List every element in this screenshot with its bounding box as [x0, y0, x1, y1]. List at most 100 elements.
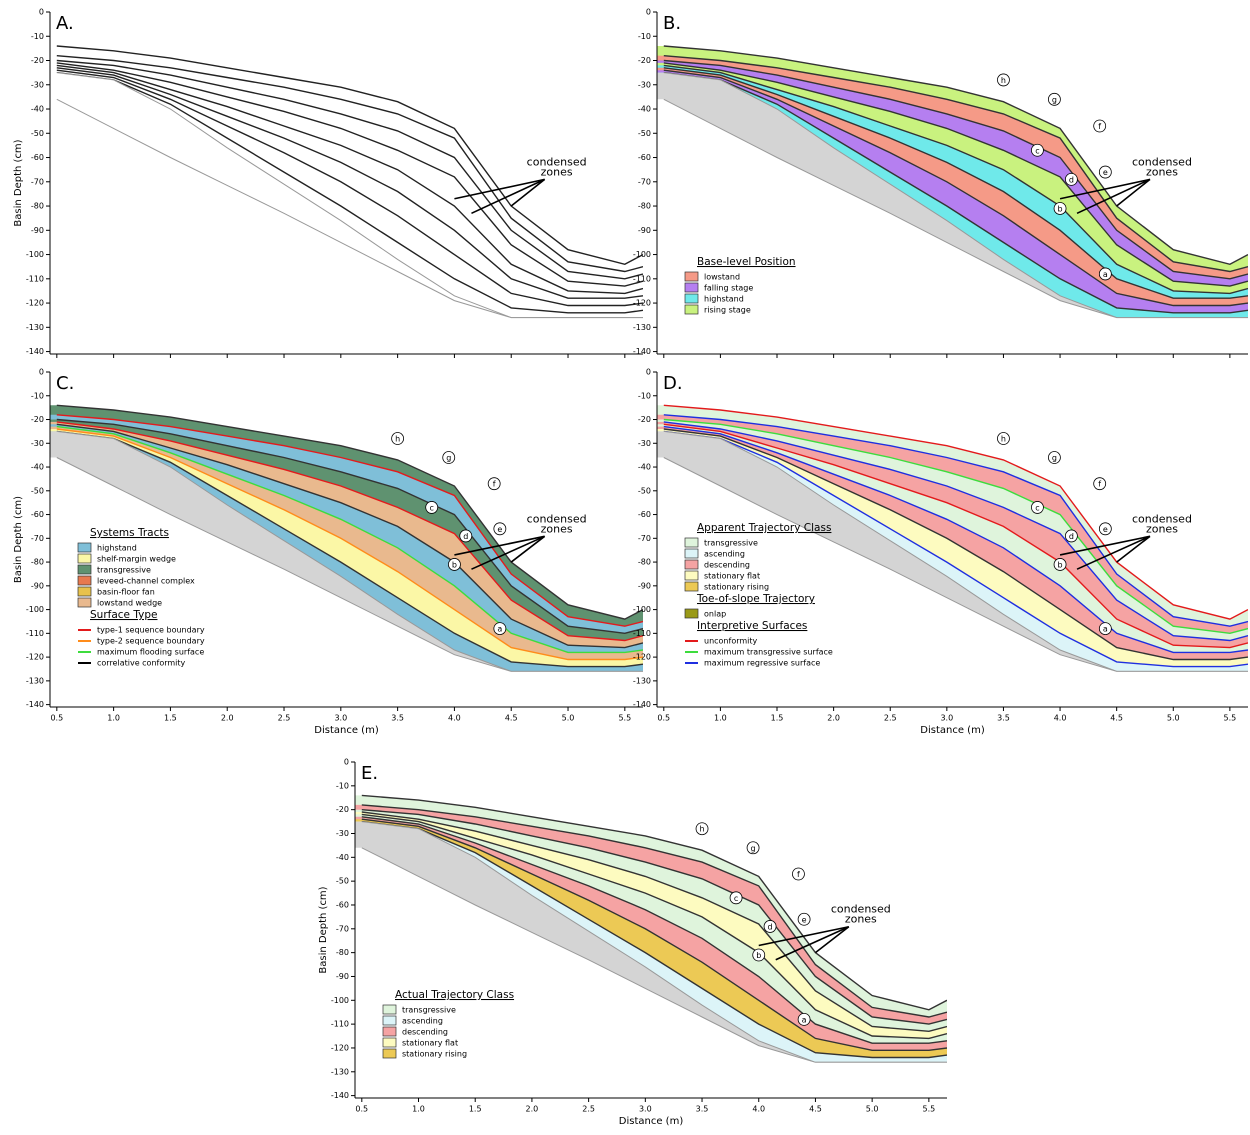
y-tick-label: -70 — [638, 534, 651, 543]
y-tick-label: -70 — [336, 924, 349, 933]
y-tick-label: -10 — [336, 781, 349, 790]
y-tick-label: -40 — [638, 105, 651, 114]
x-tick-label: 5.5 — [1224, 714, 1237, 723]
surface-line — [361, 804, 947, 1018]
annotation-text: condensed — [831, 903, 891, 916]
panel-label: B. — [663, 13, 681, 34]
annotation-arrow — [454, 535, 545, 556]
y-tick-label: -140 — [26, 347, 44, 356]
layer-area — [657, 457, 1248, 707]
legend-swatch — [684, 537, 699, 548]
x-tick-label: 2.5 — [582, 1105, 595, 1114]
layer-area — [50, 457, 643, 707]
y-tick-label: 0 — [646, 8, 651, 17]
legend-title: Actual Trajectory Class — [395, 989, 514, 1001]
y-tick-label: -60 — [336, 900, 349, 909]
y-tick-label: -60 — [31, 510, 44, 519]
legend-swatch — [684, 548, 699, 559]
y-tick-label: -60 — [31, 153, 44, 162]
y-tick-label: -120 — [633, 653, 651, 662]
annotation-text: condensed — [1132, 155, 1192, 168]
surface-line — [361, 847, 947, 1063]
annotation-arrow — [775, 926, 850, 961]
annotation-text: zones — [541, 165, 573, 178]
surface-line — [361, 813, 947, 1040]
surface-marker — [792, 867, 805, 881]
y-tick-label: -50 — [638, 486, 651, 495]
y-tick-label: -60 — [638, 510, 651, 519]
panel-label: C. — [56, 373, 74, 394]
x-tick-label: 5.5 — [922, 1105, 935, 1114]
y-tick-label: -140 — [26, 700, 44, 709]
surface-line — [56, 98, 643, 319]
surface-line — [361, 794, 947, 1011]
legend-label: stationary flat — [402, 1039, 458, 1048]
panel: 0 -10 -20 -30 -40 -50 -60 -70 -80 -90 -100 -110 -120… — [13, 368, 643, 736]
legend-swatch — [684, 559, 699, 570]
y-tick-label: -50 — [31, 129, 44, 138]
legend-swatch — [77, 553, 92, 564]
legend: Systems Tracts highstand shelf-margin wedg… — [77, 527, 205, 668]
y-tick-label: -70 — [638, 177, 651, 186]
x-tick-label: 4.5 — [1110, 714, 1123, 723]
surface-marker — [752, 948, 766, 962]
surface-line — [56, 64, 643, 295]
surface-marker-label: g — [1052, 454, 1057, 463]
legend-label: leveed-channel complex — [97, 577, 195, 586]
surface-marker — [1064, 529, 1078, 543]
y-tick-label: -110 — [633, 274, 651, 283]
x-tick-label: 1.5 — [771, 714, 784, 723]
x-axis-title: Distance (m) — [920, 725, 985, 736]
annotation-text: zones — [1146, 165, 1178, 178]
legend-swatch — [382, 1037, 397, 1048]
y-tick-label: 0 — [344, 758, 349, 767]
legend-swatch — [77, 542, 92, 553]
surface-line — [56, 62, 643, 287]
surface-line — [56, 59, 643, 280]
y-tick-label: -10 — [31, 391, 44, 400]
surface-marker — [729, 891, 743, 905]
y-tick-label: -90 — [638, 581, 651, 590]
y-tick-label: -100 — [633, 605, 651, 614]
legend-label: shelf-margin wedge — [97, 555, 176, 564]
y-tick-label: -130 — [633, 323, 651, 332]
y-axis-title: Basin Depth (cm) — [13, 139, 24, 226]
layer-area — [657, 99, 1248, 354]
legend-label: transgressive — [704, 539, 758, 548]
legend-title: Base-level Position — [697, 256, 796, 268]
legend-label: transgressive — [402, 1006, 456, 1015]
surface-marker — [487, 477, 501, 491]
y-tick-label: -100 — [26, 250, 44, 259]
surface-line — [663, 428, 1248, 661]
surface-marker-label: d — [1069, 532, 1074, 541]
surface-line — [56, 69, 643, 307]
y-tick-label: -120 — [26, 653, 44, 662]
surface-marker — [1064, 172, 1078, 186]
legend-label: lowstand — [704, 273, 740, 282]
x-tick-label: 2.0 — [221, 714, 234, 723]
surface-marker-label: d — [768, 922, 773, 931]
legend: Actual Trajectory Class transgressive asce… — [382, 989, 514, 1059]
legend-swatch — [684, 608, 699, 619]
surface-marker-label: h — [1001, 435, 1006, 444]
y-tick-label: -30 — [336, 829, 349, 838]
legend-label: correlative conformity — [97, 659, 186, 668]
surface-line — [56, 425, 643, 654]
x-tick-label: 1.0 — [412, 1105, 425, 1114]
surface-marker-label: e — [497, 525, 502, 534]
annotation-arrow — [471, 535, 545, 570]
surface-marker-label: c — [1035, 146, 1039, 155]
plot-area — [50, 404, 643, 707]
legend-label: maximum regressive surface — [704, 659, 820, 668]
y-tick-label: -20 — [638, 56, 651, 65]
legend-swatch — [382, 1015, 397, 1026]
surface-marker-label: a — [497, 625, 502, 634]
x-tick-label: 5.0 — [562, 714, 575, 723]
y-tick-label: -30 — [31, 80, 44, 89]
surface-line — [663, 59, 1248, 280]
legend-label: ascending — [402, 1017, 443, 1026]
annotation-arrow — [510, 535, 546, 563]
legend-title: Systems Tracts — [90, 527, 169, 539]
surface-line — [56, 71, 643, 314]
